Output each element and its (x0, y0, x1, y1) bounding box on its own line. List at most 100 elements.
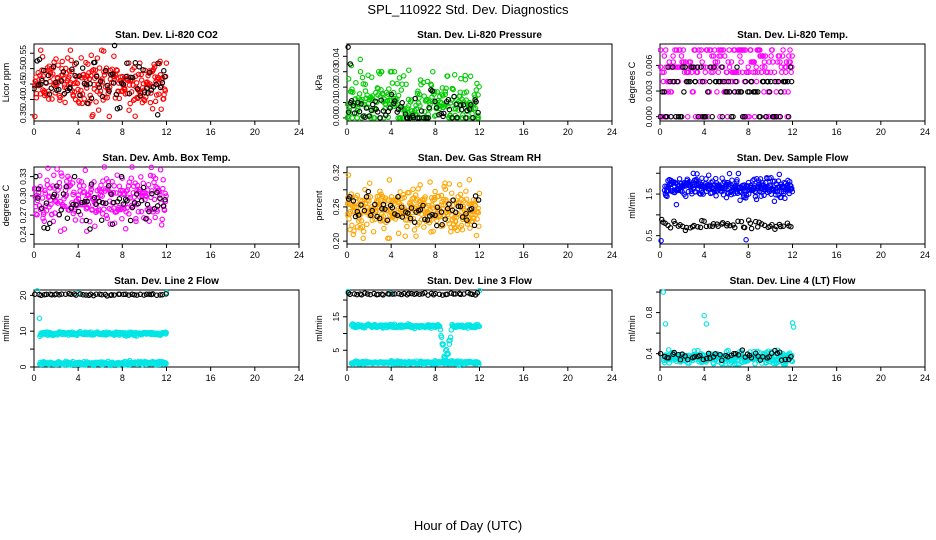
temp-point (759, 64, 765, 70)
ambbox-point (61, 226, 68, 232)
temp-x-tick-label: 0 (657, 127, 662, 137)
ambbox-point (145, 181, 152, 188)
co2-point (102, 67, 109, 74)
pressure-point (429, 98, 436, 105)
temp-point (699, 78, 706, 85)
temp-title: Stan. Dev. Li-820 Temp. (737, 30, 848, 41)
rh-point (354, 192, 361, 199)
pressure-point (368, 107, 375, 114)
sampleflow-ylabel: ml/min (627, 192, 637, 219)
ambbox-point (152, 214, 158, 221)
temp-point (785, 113, 792, 120)
pressure-point (418, 108, 425, 114)
line2flow-y-tick-label: 10 (18, 326, 28, 336)
line3flow-x-tick-label: 4 (389, 373, 394, 383)
rh-point (421, 224, 427, 230)
temp-point (735, 89, 742, 95)
pressure-point (444, 73, 451, 79)
rh-point (413, 233, 419, 239)
rh-point (457, 191, 464, 198)
sampleflow-point (757, 176, 764, 182)
line4flow-point (658, 350, 664, 357)
sampleflow-point (738, 218, 745, 225)
line3flow-point (457, 291, 464, 298)
temp-point (698, 64, 704, 70)
ambbox-point (75, 208, 82, 215)
co2-x-tick-label: 16 (206, 127, 216, 137)
pressure-point (468, 102, 474, 108)
line4flow-point (697, 352, 703, 359)
co2-point (146, 69, 153, 76)
rh-point (386, 235, 392, 242)
co2-point (129, 74, 136, 81)
line4flow-point (748, 355, 755, 361)
panel-co2: Stan. Dev. Li-820 CO2 Licor ppm 0 4 8 12 16 20 2… (1, 30, 304, 137)
rh-point (434, 204, 441, 211)
rh-point (402, 233, 408, 239)
temp-point (766, 59, 772, 65)
rh-point (431, 196, 438, 203)
pressure-x-tick-label: 16 (519, 127, 529, 137)
temp-point (780, 47, 786, 53)
line2flow-point (43, 291, 50, 298)
rh-point (384, 217, 391, 224)
pressure-point (475, 112, 481, 119)
temp-point (728, 59, 735, 65)
sampleflow-point (711, 188, 718, 194)
ambbox-point (33, 173, 39, 180)
pressure-x-tick-label: 12 (474, 127, 484, 137)
co2-point (90, 111, 96, 118)
temp-x-tick-label: 16 (832, 127, 842, 137)
line4flow-point (730, 350, 737, 357)
pressure-point (475, 115, 482, 121)
sampleflow-point (690, 170, 697, 177)
ambbox-point (66, 183, 72, 190)
temp-point (696, 47, 702, 53)
co2-point (61, 82, 68, 88)
co2-point (106, 88, 112, 94)
rh-point (358, 218, 365, 224)
line2flow-x-tick-label: 16 (206, 373, 216, 383)
co2-point (48, 85, 55, 91)
co2-point (104, 82, 110, 89)
pressure-point (345, 76, 352, 82)
rh-point (475, 210, 482, 216)
co2-x-tick-label: 12 (161, 127, 171, 137)
line2flow-point (163, 329, 169, 336)
ambbox-y-tick-label: 0.33 (18, 168, 28, 185)
pressure-point (429, 88, 436, 94)
temp-point (745, 64, 751, 70)
ambbox-y-tick-label: 0.27 (18, 207, 28, 224)
rh-x-tick-label: 20 (563, 250, 573, 260)
rh-point (450, 197, 456, 203)
co2-point (84, 100, 91, 106)
ambbox-point (76, 178, 82, 184)
rh-point (347, 194, 353, 200)
temp-point (757, 113, 763, 120)
co2-point (53, 79, 59, 86)
ambbox-series-black (33, 173, 168, 232)
co2-point (135, 71, 142, 78)
rh-x-tick-label: 24 (607, 250, 617, 260)
ambbox-point (128, 175, 135, 181)
line3flow-y-tick-label: 5 (331, 348, 341, 353)
ambbox-point (81, 199, 88, 205)
line4flow-point (660, 289, 667, 295)
rh-point (382, 206, 388, 212)
temp-point (668, 89, 675, 95)
line2flow-x-tick-label: 12 (161, 373, 171, 383)
pressure-point (448, 97, 455, 103)
co2-point (147, 99, 154, 106)
temp-x-tick-label: 8 (746, 127, 751, 137)
rh-point (356, 218, 362, 224)
line3flow-x-tick-label: 8 (433, 373, 438, 383)
pressure-x-tick-label: 8 (433, 127, 438, 137)
rh-point (443, 198, 449, 204)
rh-point (467, 225, 473, 231)
pressure-point (424, 78, 431, 85)
ambbox-point (92, 223, 98, 229)
ambbox-point (157, 192, 163, 198)
sampleflow-point (772, 226, 778, 232)
temp-point (702, 69, 709, 75)
sampleflow-point (683, 193, 689, 200)
